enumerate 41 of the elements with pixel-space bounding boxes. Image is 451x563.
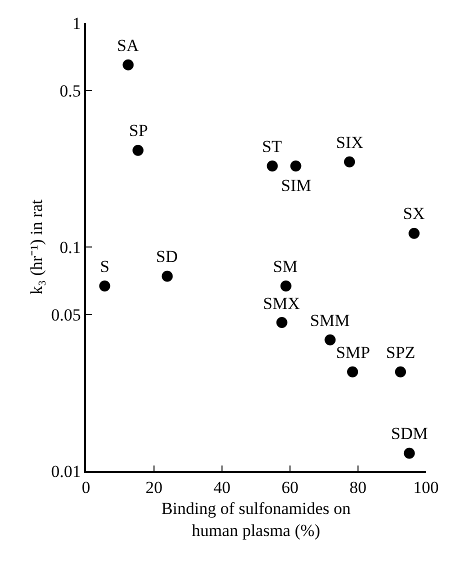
- y-tick-label: 1: [72, 14, 81, 33]
- annotation: SMM: [310, 311, 350, 330]
- point: [276, 317, 288, 328]
- y-tick-label: 0.5: [60, 81, 81, 100]
- annotation: SIM: [281, 176, 312, 195]
- annotation: SMP: [336, 343, 370, 362]
- annotation: SM: [273, 257, 298, 276]
- annotation: SX: [403, 204, 425, 223]
- annotation: SD: [156, 247, 178, 266]
- x-tick-label: 60: [282, 478, 298, 498]
- annotation: SDM: [391, 424, 428, 443]
- point: [408, 228, 420, 239]
- x-tick-label: 100: [413, 478, 439, 498]
- y-tick-label: 0.1: [60, 238, 81, 257]
- point: [290, 160, 302, 172]
- point: [132, 144, 144, 156]
- y-tick-label: 0.01: [51, 462, 81, 481]
- annotation: SMX: [263, 294, 300, 313]
- point: [344, 156, 355, 168]
- point: [324, 334, 336, 346]
- x-tick-label: 0: [82, 478, 90, 498]
- point: [347, 366, 358, 378]
- x-tick-label: 40: [214, 478, 230, 498]
- x-axis-title: Binding of sulfonamides on human plasma (%): [161, 499, 352, 540]
- point: [395, 366, 406, 378]
- x-tick-label: 20: [146, 478, 162, 498]
- annotation: SIX: [336, 133, 364, 152]
- y-tick-label: 0.05: [51, 305, 81, 324]
- point: [280, 280, 292, 292]
- x-tick-label: 80: [350, 478, 366, 498]
- annotation: ST: [262, 137, 282, 156]
- annotation: SA: [117, 36, 140, 55]
- annotation: SPZ: [386, 343, 416, 362]
- annotation: S: [100, 257, 110, 276]
- point: [404, 448, 415, 459]
- y-axis-title: k₃ (hr⁻¹) in rat: [27, 199, 46, 294]
- point: [99, 280, 110, 292]
- point: [122, 59, 134, 70]
- annotation: SP: [129, 121, 148, 140]
- point: [162, 270, 173, 282]
- point: [266, 160, 278, 172]
